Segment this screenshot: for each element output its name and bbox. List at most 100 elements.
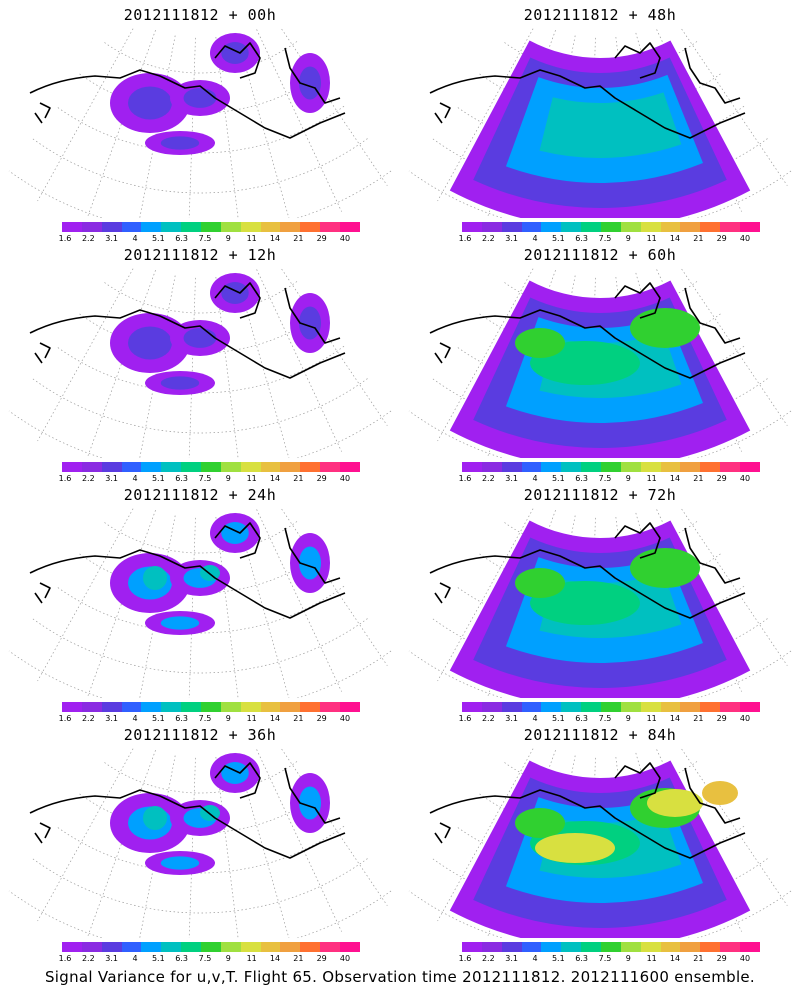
variance-field bbox=[110, 513, 330, 635]
colorbar-tick-label: 14 bbox=[669, 234, 681, 243]
colorbar-tick-label: 7.5 bbox=[598, 714, 612, 723]
colorbar-tick-label: 40 bbox=[339, 234, 351, 243]
colorbar-swatch bbox=[320, 222, 341, 232]
colorbar-swatch bbox=[501, 702, 522, 712]
variance-map bbox=[8, 28, 392, 218]
colorbar-swatch bbox=[640, 462, 661, 472]
colorbar-swatch bbox=[620, 942, 641, 952]
colorbar-tick-label: 1.6 bbox=[58, 954, 72, 963]
colorbar-swatch bbox=[720, 702, 741, 712]
colorbar-tick-label: 2.2 bbox=[481, 474, 495, 483]
colorbar-tick-label: 6.3 bbox=[175, 714, 189, 723]
colorbar-swatch bbox=[260, 462, 281, 472]
forecast-panel: 2012111812 + 24h 1.6 2.2 3.1 4 5.1 6.3 7.5 9 11 14… bbox=[0, 480, 400, 725]
colorbar-tick-label: 2.2 bbox=[481, 954, 495, 963]
colorbar-swatch bbox=[740, 702, 760, 712]
colorbar-tick-label: 14 bbox=[669, 714, 681, 723]
colorbar-tick-label: 5.1 bbox=[551, 954, 565, 963]
colorbar-swatch bbox=[220, 702, 241, 712]
colorbar-tick-label: 11 bbox=[646, 234, 657, 243]
colorbar-swatch bbox=[260, 702, 281, 712]
colorbar-swatch bbox=[700, 942, 721, 952]
variance-map bbox=[408, 28, 792, 218]
colorbar-swatch bbox=[81, 462, 102, 472]
colorbar-tick-label: 29 bbox=[716, 954, 727, 963]
colorbar-tick-label: 9 bbox=[225, 954, 231, 963]
colorbar-labels: 1.6 2.2 3.1 4 5.1 6.3 7.5 9 11 14 21 29 40 bbox=[55, 714, 365, 726]
coastline bbox=[29, 42, 346, 139]
forecast-panel: 2012111812 + 84h 1.6 2.2 3.1 4 5.1 6.3 7.5 9 11 14… bbox=[400, 720, 800, 965]
colorbar-swatch bbox=[720, 462, 741, 472]
colorbar-swatch bbox=[161, 702, 182, 712]
colorbar-tick-label: 40 bbox=[739, 474, 751, 483]
colorbar-tick-label: 9 bbox=[625, 714, 631, 723]
colorbar-swatch bbox=[680, 702, 701, 712]
colorbar-swatch bbox=[660, 462, 681, 472]
coastline bbox=[429, 522, 746, 619]
colorbar-labels: 1.6 2.2 3.1 4 5.1 6.3 7.5 9 11 14 21 29 40 bbox=[455, 234, 765, 246]
variance-field bbox=[110, 753, 330, 875]
colorbar-swatch bbox=[541, 942, 562, 952]
colorbar-swatch bbox=[320, 462, 341, 472]
colorbar-swatch bbox=[541, 222, 562, 232]
colorbar-labels: 1.6 2.2 3.1 4 5.1 6.3 7.5 9 11 14 21 29 40 bbox=[55, 474, 365, 486]
colorbar-labels: 1.6 2.2 3.1 4 5.1 6.3 7.5 9 11 14 21 29 40 bbox=[55, 954, 365, 966]
colorbar-tick-label: 7.5 bbox=[198, 714, 212, 723]
colorbar-swatch bbox=[62, 942, 82, 952]
colorbar-tick-label: 5.1 bbox=[551, 714, 565, 723]
colorbar-swatch bbox=[581, 462, 602, 472]
colorbar-tick-label: 7.5 bbox=[198, 234, 212, 243]
forecast-panel: 2012111812 + 00h 1.6 2.2 3.1 4 5.1 6.3 7.5 9 11 14… bbox=[0, 0, 400, 245]
colorbar-swatch bbox=[300, 702, 321, 712]
colorbar-swatch bbox=[620, 222, 641, 232]
colorbar-tick-label: 5.1 bbox=[151, 954, 165, 963]
colorbar-swatch bbox=[541, 702, 562, 712]
colorbar-swatch bbox=[620, 702, 641, 712]
colorbar-tick-label: 21 bbox=[693, 714, 704, 723]
colorbar-tick-label: 7.5 bbox=[598, 954, 612, 963]
colorbar bbox=[62, 942, 360, 952]
colorbar-swatch bbox=[62, 462, 82, 472]
colorbar-tick-label: 40 bbox=[739, 234, 751, 243]
colorbar-swatch bbox=[181, 702, 202, 712]
colorbar-swatch bbox=[561, 222, 582, 232]
colorbar-tick-label: 29 bbox=[716, 234, 727, 243]
colorbar-swatch bbox=[320, 942, 341, 952]
colorbar-swatch bbox=[161, 942, 182, 952]
colorbar-tick-label: 9 bbox=[225, 714, 231, 723]
colorbar-swatch bbox=[521, 222, 542, 232]
colorbar-tick-label: 1.6 bbox=[458, 954, 472, 963]
colorbar-tick-label: 14 bbox=[269, 714, 281, 723]
panel-title: 2012111812 + 60h bbox=[523, 246, 677, 264]
colorbar-tick-label: 1.6 bbox=[58, 474, 72, 483]
colorbar-tick-label: 14 bbox=[269, 234, 281, 243]
colorbar-swatch bbox=[561, 702, 582, 712]
colorbar-tick-label: 3.1 bbox=[105, 474, 119, 483]
variance-field bbox=[449, 280, 751, 458]
panel-title: 2012111812 + 72h bbox=[523, 486, 677, 504]
colorbar-tick-label: 29 bbox=[316, 714, 327, 723]
forecast-panel: 2012111812 + 12h 1.6 2.2 3.1 4 5.1 6.3 7.5 9 11 14… bbox=[0, 240, 400, 485]
colorbar-swatch bbox=[462, 702, 482, 712]
colorbar-swatch bbox=[340, 462, 360, 472]
colorbar-swatch bbox=[340, 702, 360, 712]
colorbar-swatch bbox=[121, 222, 142, 232]
panel-title: 2012111812 + 36h bbox=[123, 726, 277, 744]
colorbar-swatch bbox=[181, 942, 202, 952]
colorbar-tick-label: 21 bbox=[693, 234, 704, 243]
colorbar-swatch bbox=[141, 942, 162, 952]
colorbar-swatch bbox=[462, 942, 482, 952]
colorbar-swatch bbox=[601, 462, 621, 472]
colorbar-tick-label: 21 bbox=[693, 954, 704, 963]
colorbar-tick-label: 1.6 bbox=[58, 714, 72, 723]
colorbar-tick-label: 4 bbox=[532, 954, 538, 963]
colorbar-tick-label: 3.1 bbox=[505, 474, 519, 483]
graticule bbox=[8, 748, 392, 938]
colorbar-tick-label: 3.1 bbox=[105, 234, 119, 243]
panel-title: 2012111812 + 84h bbox=[523, 726, 677, 744]
colorbar-swatch bbox=[521, 942, 542, 952]
colorbar-swatch bbox=[680, 942, 701, 952]
colorbar-swatch bbox=[240, 222, 261, 232]
colorbar-tick-label: 21 bbox=[293, 234, 304, 243]
colorbar-tick-label: 1.6 bbox=[58, 234, 72, 243]
